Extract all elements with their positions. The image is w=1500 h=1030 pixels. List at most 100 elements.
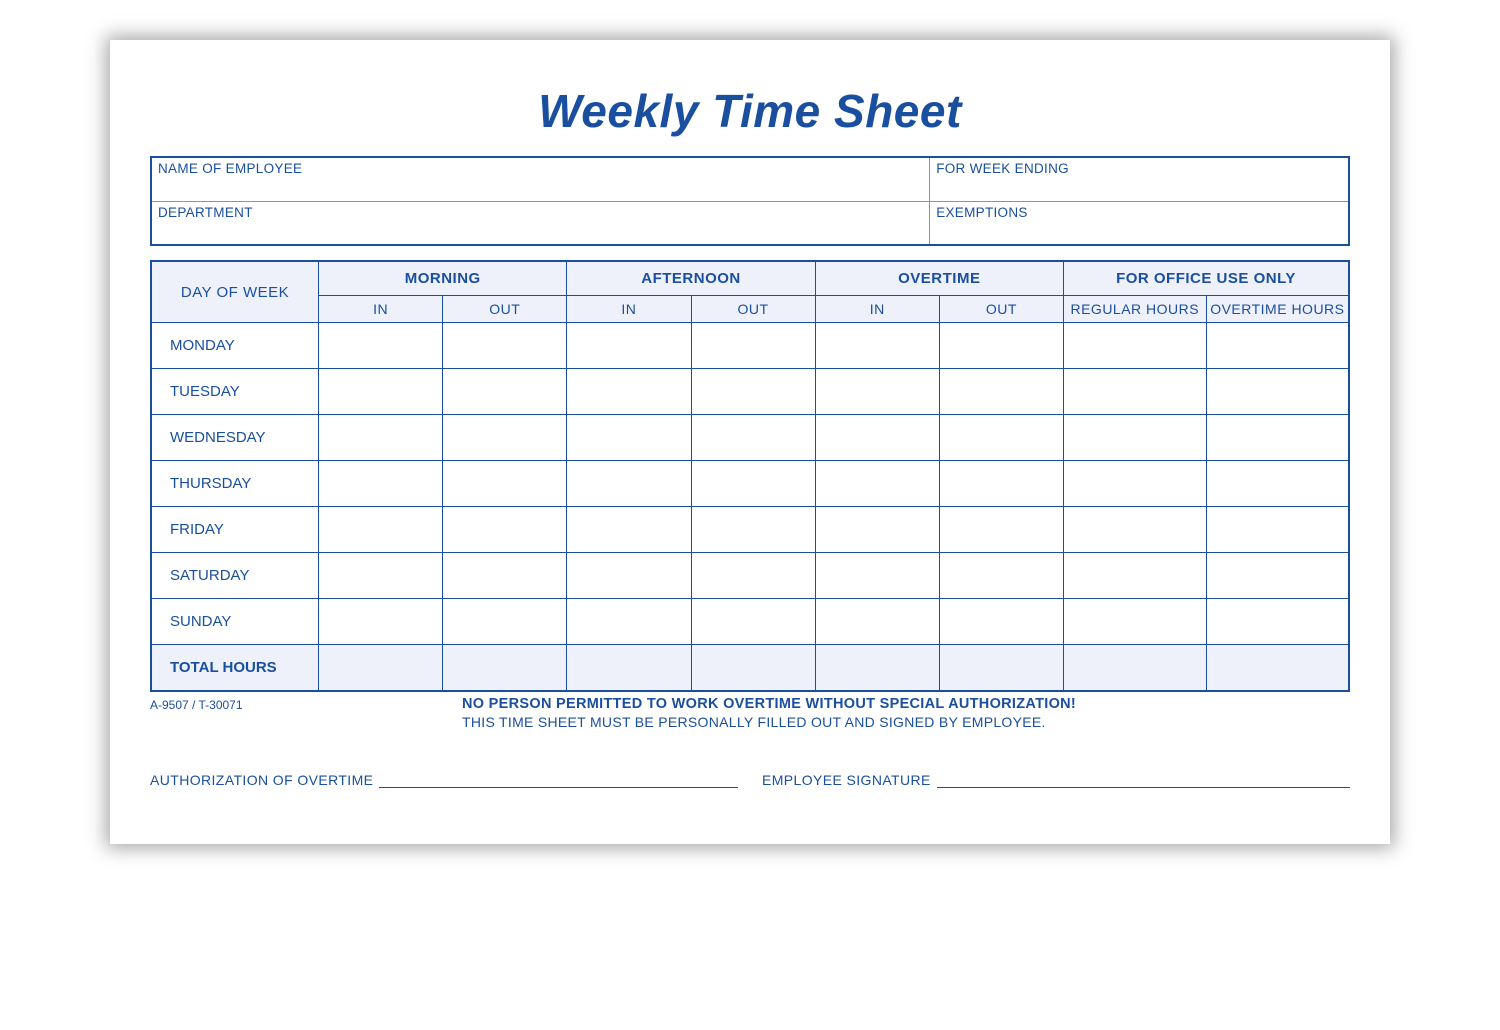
- time-cell[interactable]: [939, 415, 1063, 461]
- time-cell[interactable]: [443, 461, 567, 507]
- time-cell[interactable]: [691, 323, 815, 369]
- total-cell[interactable]: [567, 645, 691, 691]
- time-cell[interactable]: [443, 507, 567, 553]
- time-cell[interactable]: [567, 415, 691, 461]
- total-cell[interactable]: [1063, 645, 1206, 691]
- time-cell[interactable]: [691, 369, 815, 415]
- time-cell[interactable]: [691, 553, 815, 599]
- total-row: TOTAL HOURS: [151, 645, 1349, 691]
- time-cell[interactable]: [691, 461, 815, 507]
- table-row: WEDNESDAY: [151, 415, 1349, 461]
- form-title: Weekly Time Sheet: [150, 84, 1350, 138]
- time-cell[interactable]: [1063, 461, 1206, 507]
- time-cell[interactable]: [1206, 599, 1349, 645]
- time-cell[interactable]: [443, 599, 567, 645]
- table-row: THURSDAY: [151, 461, 1349, 507]
- time-cell[interactable]: [1206, 369, 1349, 415]
- time-cell[interactable]: [691, 599, 815, 645]
- time-cell[interactable]: [815, 461, 939, 507]
- time-cell[interactable]: [567, 323, 691, 369]
- sub-overtime-in: IN: [815, 296, 939, 323]
- time-cell[interactable]: [939, 507, 1063, 553]
- time-cell[interactable]: [443, 369, 567, 415]
- sub-regular-hours: REGULAR HOURS: [1063, 296, 1206, 323]
- time-cell[interactable]: [567, 507, 691, 553]
- day-label: MONDAY: [151, 323, 319, 369]
- time-cell[interactable]: [1063, 323, 1206, 369]
- week-ending-field[interactable]: FOR WEEK ENDING: [930, 157, 1349, 201]
- time-cell[interactable]: [567, 461, 691, 507]
- employee-info-box: NAME OF EMPLOYEE FOR WEEK ENDING DEPARTM…: [150, 156, 1350, 246]
- signature-line: [379, 774, 738, 788]
- time-cell[interactable]: [319, 415, 443, 461]
- time-cell[interactable]: [815, 507, 939, 553]
- time-cell[interactable]: [319, 461, 443, 507]
- exemptions-field[interactable]: EXEMPTIONS: [930, 201, 1349, 245]
- sub-overtime-out: OUT: [939, 296, 1063, 323]
- time-cell[interactable]: [691, 415, 815, 461]
- total-hours-label: TOTAL HOURS: [151, 645, 319, 691]
- total-cell[interactable]: [443, 645, 567, 691]
- time-cell[interactable]: [939, 461, 1063, 507]
- table-row: SATURDAY: [151, 553, 1349, 599]
- employee-signature-field[interactable]: EMPLOYEE SIGNATURE: [762, 772, 1350, 788]
- sub-afternoon-out: OUT: [691, 296, 815, 323]
- time-cell[interactable]: [939, 369, 1063, 415]
- time-cell[interactable]: [567, 369, 691, 415]
- fill-instruction: THIS TIME SHEET MUST BE PERSONALLY FILLE…: [462, 714, 1350, 730]
- time-grid: DAY OF WEEK MORNING AFTERNOON OVERTIME F…: [150, 260, 1350, 692]
- time-cell[interactable]: [1063, 507, 1206, 553]
- time-cell[interactable]: [815, 369, 939, 415]
- name-label: NAME OF EMPLOYEE: [158, 161, 302, 176]
- time-cell[interactable]: [1206, 323, 1349, 369]
- time-cell[interactable]: [691, 507, 815, 553]
- time-cell[interactable]: [319, 599, 443, 645]
- time-cell[interactable]: [443, 323, 567, 369]
- sub-morning-in: IN: [319, 296, 443, 323]
- time-cell[interactable]: [1063, 553, 1206, 599]
- time-cell[interactable]: [1206, 553, 1349, 599]
- time-cell[interactable]: [1206, 507, 1349, 553]
- authorization-signature-field[interactable]: AUTHORIZATION OF OVERTIME: [150, 772, 738, 788]
- col-afternoon-header: AFTERNOON: [567, 261, 815, 296]
- time-cell[interactable]: [567, 599, 691, 645]
- time-cell[interactable]: [1063, 599, 1206, 645]
- total-cell[interactable]: [319, 645, 443, 691]
- time-cell[interactable]: [319, 369, 443, 415]
- time-cell[interactable]: [815, 323, 939, 369]
- total-cell[interactable]: [691, 645, 815, 691]
- day-label: THURSDAY: [151, 461, 319, 507]
- time-cell[interactable]: [1206, 415, 1349, 461]
- total-cell[interactable]: [1206, 645, 1349, 691]
- time-cell[interactable]: [319, 323, 443, 369]
- dept-label: DEPARTMENT: [158, 205, 253, 220]
- time-cell[interactable]: [1063, 369, 1206, 415]
- signature-line: [937, 774, 1350, 788]
- time-cell[interactable]: [1206, 461, 1349, 507]
- col-morning-header: MORNING: [319, 261, 567, 296]
- time-cell[interactable]: [939, 553, 1063, 599]
- day-label: WEDNESDAY: [151, 415, 319, 461]
- name-of-employee-field[interactable]: NAME OF EMPLOYEE: [151, 157, 930, 201]
- time-cell[interactable]: [567, 553, 691, 599]
- time-cell[interactable]: [939, 599, 1063, 645]
- time-cell[interactable]: [319, 553, 443, 599]
- day-label: TUESDAY: [151, 369, 319, 415]
- department-field[interactable]: DEPARTMENT: [151, 201, 930, 245]
- timesheet-form: Weekly Time Sheet NAME OF EMPLOYEE FOR W…: [110, 40, 1390, 844]
- total-cell[interactable]: [939, 645, 1063, 691]
- time-cell[interactable]: [939, 323, 1063, 369]
- time-cell[interactable]: [815, 415, 939, 461]
- day-label: FRIDAY: [151, 507, 319, 553]
- time-cell[interactable]: [443, 415, 567, 461]
- time-cell[interactable]: [1063, 415, 1206, 461]
- time-cell[interactable]: [319, 507, 443, 553]
- table-row: TUESDAY: [151, 369, 1349, 415]
- time-cell[interactable]: [815, 599, 939, 645]
- employee-signature-label: EMPLOYEE SIGNATURE: [762, 772, 937, 788]
- table-row: SUNDAY: [151, 599, 1349, 645]
- sub-morning-out: OUT: [443, 296, 567, 323]
- time-cell[interactable]: [443, 553, 567, 599]
- time-cell[interactable]: [815, 553, 939, 599]
- total-cell[interactable]: [815, 645, 939, 691]
